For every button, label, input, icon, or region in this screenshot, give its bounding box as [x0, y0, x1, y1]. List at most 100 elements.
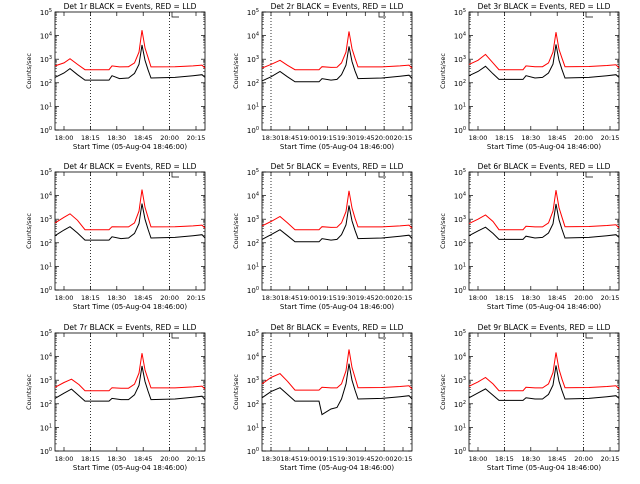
plot-frame	[54, 171, 206, 291]
plot-frame	[261, 171, 413, 291]
y-tick-label: 102	[454, 79, 466, 88]
y-tick-label: 103	[247, 215, 259, 224]
x-tick-label: 18:00	[469, 134, 488, 142]
x-tick-label: 19:15	[318, 294, 337, 302]
y-tick-label: 103	[247, 376, 259, 385]
y-tick-label: 103	[40, 376, 52, 385]
x-tick-label: 20:15	[601, 134, 620, 142]
x-tick-label: 18:30	[262, 455, 281, 463]
panel-7: Det 7r BLACK = Events, RED = LLD 100 101 10…	[25, 323, 206, 472]
x-tick-label: 18:30	[107, 134, 126, 142]
y-tick-label: 101	[247, 102, 259, 111]
plot-frame	[468, 171, 620, 291]
y-tick-label: 100	[40, 286, 52, 295]
y-tick-label: 104	[247, 192, 259, 201]
x-tick-label: 19:15	[318, 134, 337, 142]
y-axis-label: Counts/sec	[439, 213, 447, 249]
y-tick-label: 100	[247, 126, 259, 135]
x-tick-label: 20:15	[187, 294, 206, 302]
y-tick-label: 101	[40, 262, 52, 271]
x-tick-label: 18:30	[262, 294, 281, 302]
x-axis-label: Start Time (05-Aug-04 18:46:00)	[73, 464, 187, 472]
x-axis-label: Start Time (05-Aug-04 18:46:00)	[487, 143, 601, 151]
x-tick-label: 18:00	[55, 134, 74, 142]
plot-frame	[54, 11, 206, 131]
y-tick-label: 102	[247, 239, 259, 248]
y-tick-label: 102	[40, 79, 52, 88]
x-tick-label: 18:15	[81, 455, 100, 463]
y-tick-label: 103	[40, 55, 52, 64]
y-tick-label: 101	[247, 262, 259, 271]
y-axis-label: Counts/sec	[439, 53, 447, 89]
series-line-lld	[54, 30, 206, 71]
chart-title: Det 8r BLACK = Events, RED = LLD	[271, 323, 404, 332]
x-tick-label: 18:45	[280, 294, 299, 302]
y-tick-label: 104	[454, 192, 466, 201]
chart-title: Det 1r BLACK = Events, RED = LLD	[64, 2, 197, 11]
y-tick-label: 104	[454, 353, 466, 362]
x-tick-label: 18:30	[107, 294, 126, 302]
x-tick-label: 19:30	[337, 134, 356, 142]
x-tick-label: 18:30	[521, 134, 540, 142]
x-axis-label: Start Time (05-Aug-04 18:46:00)	[73, 303, 187, 311]
x-tick-label: 20:00	[160, 134, 179, 142]
x-tick-label: 18:45	[134, 294, 153, 302]
x-tick-label: 20:15	[394, 294, 413, 302]
x-axis-label: Start Time (05-Aug-04 18:46:00)	[73, 143, 187, 151]
y-tick-label: 103	[454, 55, 466, 64]
x-tick-label: 18:00	[469, 294, 488, 302]
x-tick-label: 20:00	[375, 294, 394, 302]
x-tick-label: 18:30	[262, 134, 281, 142]
frame-marker	[378, 12, 386, 18]
y-tick-label: 101	[454, 423, 466, 432]
panel-1: Det 1r BLACK = Events, RED = LLD 100 101 10…	[25, 2, 206, 151]
x-tick-label: 18:15	[495, 455, 514, 463]
frame-marker	[171, 12, 179, 18]
x-tick-label: 18:45	[548, 294, 567, 302]
x-tick-label: 20:00	[375, 455, 394, 463]
y-tick-label: 105	[247, 168, 259, 177]
series-line-events	[468, 365, 620, 401]
series-line-events	[54, 203, 206, 241]
panel-9: Det 9r BLACK = Events, RED = LLD 100 101 10…	[439, 323, 620, 472]
x-tick-label: 18:00	[469, 455, 488, 463]
x-tick-label: 18:30	[521, 455, 540, 463]
x-tick-label: 18:15	[81, 294, 100, 302]
frame-marker	[378, 172, 386, 178]
y-tick-label: 102	[40, 400, 52, 409]
y-tick-label: 100	[247, 447, 259, 456]
x-tick-label: 18:15	[81, 134, 100, 142]
x-tick-label: 20:00	[160, 455, 179, 463]
y-tick-label: 103	[247, 55, 259, 64]
y-tick-label: 101	[40, 423, 52, 432]
y-tick-label: 105	[247, 8, 259, 17]
panel-5: Det 5r BLACK = Events, RED = LLD 100 101 10…	[232, 162, 413, 311]
frame-marker	[585, 12, 593, 18]
frame-marker	[585, 333, 593, 339]
frame-marker	[378, 333, 386, 339]
plot-frame	[261, 11, 413, 131]
y-tick-label: 100	[454, 447, 466, 456]
y-tick-label: 104	[454, 32, 466, 41]
y-tick-label: 102	[247, 79, 259, 88]
x-axis-label: Start Time (05-Aug-04 18:46:00)	[487, 303, 601, 311]
y-axis-label: Counts/sec	[232, 53, 240, 89]
chart-title: Det 6r BLACK = Events, RED = LLD	[478, 162, 611, 171]
y-tick-label: 101	[454, 102, 466, 111]
series-line-events	[261, 363, 413, 416]
x-axis-label: Start Time (05-Aug-04 18:46:00)	[280, 464, 394, 472]
panel-8: Det 8r BLACK = Events, RED = LLD 100 101 10…	[232, 323, 413, 472]
y-tick-label: 105	[40, 8, 52, 17]
plot-frame	[54, 332, 206, 452]
y-tick-label: 104	[247, 353, 259, 362]
series-line-lld	[468, 190, 620, 231]
x-tick-label: 18:45	[548, 134, 567, 142]
x-tick-label: 20:15	[394, 134, 413, 142]
series-line-events	[261, 46, 413, 83]
chart-title: Det 5r BLACK = Events, RED = LLD	[271, 162, 404, 171]
x-tick-label: 19:45	[356, 294, 375, 302]
series-line-events	[468, 203, 620, 240]
frame-marker	[171, 333, 179, 339]
x-tick-label: 20:00	[375, 134, 394, 142]
